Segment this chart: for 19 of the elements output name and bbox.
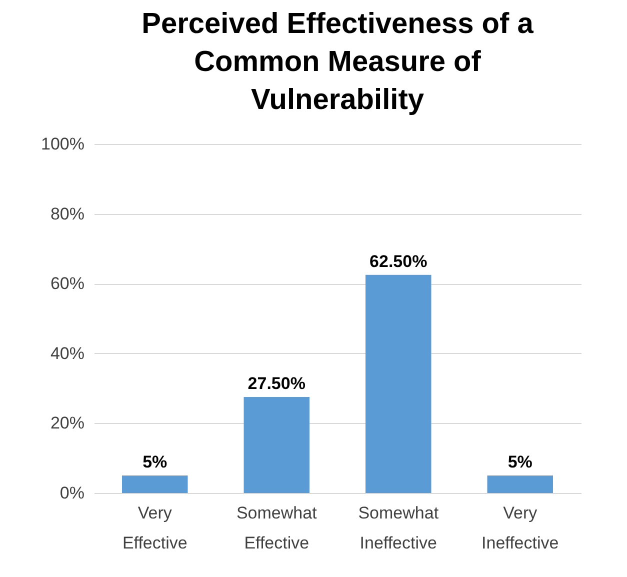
y-tick-label: 60% xyxy=(50,274,84,294)
bar xyxy=(244,397,310,493)
y-tick-label: 20% xyxy=(50,414,84,433)
chart-title: Perceived Effectiveness of a Common Measure of Vulnerability xyxy=(142,8,534,116)
y-tick-label: 100% xyxy=(41,134,84,154)
bar xyxy=(487,476,553,493)
data-label: 5% xyxy=(142,452,168,472)
x-tick-label: Very Effective xyxy=(122,504,188,552)
bar xyxy=(122,476,188,493)
data-label: 27.50% xyxy=(248,374,306,394)
y-tick-label: 0% xyxy=(60,484,84,502)
x-tick-label: Very Ineffective xyxy=(482,504,559,552)
data-label: 62.50% xyxy=(370,252,428,271)
y-tick-label: 80% xyxy=(50,204,84,224)
data-label: 5% xyxy=(508,452,532,472)
bar xyxy=(366,274,432,493)
x-tick-label: Somewhat Effective xyxy=(236,504,318,552)
y-tick-label: 40% xyxy=(50,344,84,363)
x-tick-label: Somewhat Ineffective xyxy=(358,504,439,552)
